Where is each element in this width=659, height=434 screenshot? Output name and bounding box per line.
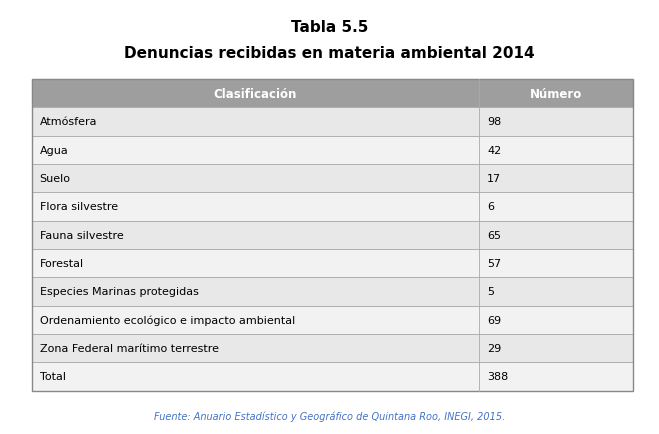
Text: 57: 57 xyxy=(487,258,501,268)
Bar xyxy=(32,164,633,193)
Text: Zona Federal marítimo terrestre: Zona Federal marítimo terrestre xyxy=(40,343,219,353)
Text: Denuncias recibidas en materia ambiental 2014: Denuncias recibidas en materia ambiental… xyxy=(124,46,535,60)
Text: 6: 6 xyxy=(487,202,494,212)
Text: Número: Número xyxy=(530,88,582,101)
Text: Flora silvestre: Flora silvestre xyxy=(40,202,118,212)
Text: Especies Marinas protegidas: Especies Marinas protegidas xyxy=(40,287,198,297)
Bar xyxy=(32,362,633,391)
Text: 29: 29 xyxy=(487,343,501,353)
Text: Fuente: Anuario Estadístico y Geográfico de Quintana Roo, INEGI, 2015.: Fuente: Anuario Estadístico y Geográfico… xyxy=(154,411,505,421)
Bar xyxy=(32,108,633,136)
Bar xyxy=(32,278,633,306)
Bar xyxy=(32,249,633,278)
Text: Total: Total xyxy=(40,372,65,381)
Bar xyxy=(32,221,633,249)
Bar xyxy=(32,334,633,362)
Text: 42: 42 xyxy=(487,145,501,155)
Text: Fauna silvestre: Fauna silvestre xyxy=(40,230,123,240)
Text: 17: 17 xyxy=(487,174,501,184)
Text: Tabla 5.5: Tabla 5.5 xyxy=(291,20,368,34)
Text: Suelo: Suelo xyxy=(40,174,71,184)
Bar xyxy=(32,193,633,221)
Text: Atmósfera: Atmósfera xyxy=(40,117,97,127)
Text: 69: 69 xyxy=(487,315,501,325)
Text: 388: 388 xyxy=(487,372,509,381)
Bar xyxy=(32,80,633,108)
Text: 65: 65 xyxy=(487,230,501,240)
Bar xyxy=(32,306,633,334)
Text: 98: 98 xyxy=(487,117,501,127)
Text: Agua: Agua xyxy=(40,145,69,155)
Bar xyxy=(32,80,633,391)
Text: 5: 5 xyxy=(487,287,494,297)
Text: Clasificación: Clasificación xyxy=(214,88,297,101)
Text: Ordenamiento ecológico e impacto ambiental: Ordenamiento ecológico e impacto ambient… xyxy=(40,315,295,325)
Bar xyxy=(32,136,633,164)
Text: Forestal: Forestal xyxy=(40,258,84,268)
